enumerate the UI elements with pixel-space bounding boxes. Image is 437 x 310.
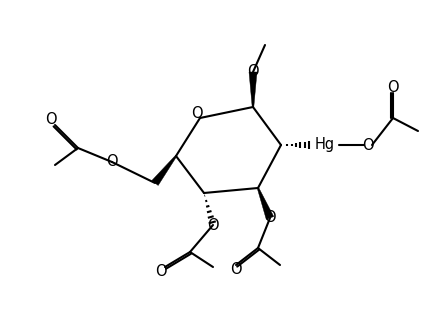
- Text: O: O: [191, 105, 203, 121]
- Text: Hg: Hg: [315, 138, 335, 153]
- Text: O: O: [362, 138, 374, 153]
- Text: O: O: [264, 210, 276, 225]
- Polygon shape: [152, 156, 177, 185]
- Text: O: O: [207, 218, 219, 232]
- Polygon shape: [249, 72, 257, 107]
- Text: O: O: [106, 154, 118, 170]
- Polygon shape: [257, 188, 274, 219]
- Text: O: O: [387, 81, 399, 95]
- Text: O: O: [45, 113, 57, 127]
- Text: O: O: [155, 264, 167, 280]
- Text: O: O: [230, 263, 242, 277]
- Text: O: O: [247, 64, 259, 79]
